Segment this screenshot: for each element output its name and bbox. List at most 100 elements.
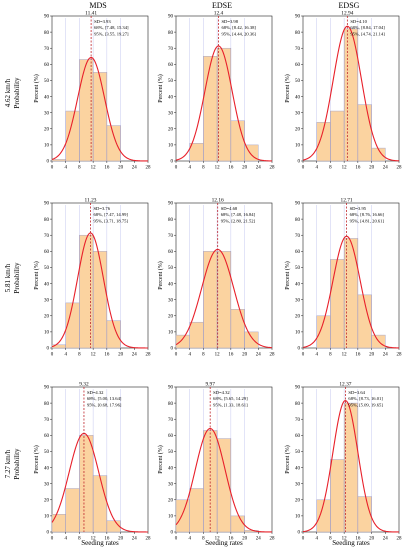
x-tick-label-7: 28 <box>146 353 152 358</box>
mean-label: 12.4 <box>214 11 224 17</box>
stat-text-0: SD=4.10 <box>350 19 367 24</box>
column-title-edsg: EDSG <box>339 1 360 10</box>
y-tick-label-6: 60 <box>168 250 174 255</box>
y-tick-label-3: 30 <box>295 482 301 487</box>
mean-label: 11.41 <box>85 11 97 17</box>
y-tick-label-6: 60 <box>168 63 174 68</box>
x-tick-label-1: 4 <box>188 166 191 171</box>
histogram-bar-3 <box>216 47 232 162</box>
y-tick-label-1: 10 <box>44 331 50 336</box>
x-tick-label-7: 28 <box>270 537 276 542</box>
row-title-5-81-prefix: Probability <box>13 262 21 294</box>
y-tick-label-5: 50 <box>44 79 50 84</box>
y-tick-label-8: 80 <box>168 31 174 36</box>
histogram-bar-1 <box>189 143 204 162</box>
histogram-bar-3 <box>343 238 359 349</box>
y-tick-label-1: 10 <box>44 144 50 149</box>
y-tick-label-2: 20 <box>168 127 174 132</box>
x-tick-label-1: 4 <box>64 166 67 171</box>
y-tick-label-4: 40 <box>44 95 50 100</box>
normal-fit-curve <box>302 25 400 162</box>
normal-fit-curve <box>51 232 148 349</box>
histogram-bar-2 <box>330 110 345 162</box>
x-tick-label-7: 28 <box>146 166 152 171</box>
histogram-bar-5 <box>244 331 259 349</box>
stat-text-2: 95%, [2.80, 21.52] <box>221 218 256 224</box>
y-tick-label-3: 30 <box>44 482 50 487</box>
y-tick-label-8: 80 <box>295 402 301 407</box>
y-tick-label-4: 40 <box>44 282 50 287</box>
histogram-bar-3 <box>92 475 108 533</box>
mean-label: 12.71 <box>341 198 353 204</box>
x-tick-label-5: 20 <box>118 353 124 358</box>
y-tick-label-5: 50 <box>168 450 174 455</box>
x-tick-label-4: 16 <box>228 166 234 171</box>
x-tick-label-2: 8 <box>78 353 81 358</box>
x-tick-label-6: 24 <box>132 353 138 358</box>
normal-fit-curve <box>175 248 273 349</box>
y-tick-label-7: 70 <box>295 47 301 52</box>
column-title-mds: MDS <box>89 1 106 10</box>
x-tick-label-1: 4 <box>315 537 318 542</box>
x-tick-label-7: 28 <box>397 353 403 358</box>
x-tick-label-7: 28 <box>146 537 152 542</box>
y-tick-label-1: 10 <box>295 144 301 149</box>
y-tick-label-8: 80 <box>44 218 50 223</box>
y-tick-label-8: 80 <box>44 31 50 36</box>
normal-fit-curve <box>51 56 149 162</box>
y-tick-label-9: 90 <box>168 15 174 20</box>
x-tick-label-0: 0 <box>175 537 178 542</box>
normal-fit-curve <box>51 432 148 533</box>
y-tick-label-0: 0 <box>171 160 174 165</box>
y-tick-label-3: 30 <box>44 298 50 303</box>
y-tick-label-7: 70 <box>168 47 174 52</box>
x-tick-label-7: 28 <box>397 166 403 171</box>
column-title-edse: EDSE <box>212 1 232 10</box>
stat-text-2: 95%, [5.09, 19.65] <box>348 402 383 408</box>
histogram-bar-4 <box>357 496 372 533</box>
stat-text-1: 68%, [7.48, 15.34] <box>94 25 129 31</box>
stat-text-2: 95%, [0.68, 17.96] <box>87 402 122 408</box>
y-tick-label-5: 50 <box>295 266 301 271</box>
histogram-bar-4 <box>230 309 245 349</box>
x-tick-label-3: 12 <box>91 166 97 171</box>
stat-text-1: 68%, [7.48, 16.84] <box>221 212 256 218</box>
y-tick-label-2: 20 <box>44 498 50 503</box>
y-tick-label-6: 60 <box>295 250 301 255</box>
x-tick-label-6: 24 <box>383 166 389 171</box>
y-tick-label-9: 90 <box>44 15 50 20</box>
stat-text-1: 68%, [5.65, 14.29] <box>213 396 248 402</box>
y-tick-label-5: 50 <box>295 450 301 455</box>
x-tick-label-4: 16 <box>355 166 361 171</box>
x-axis-label: Seeding rates <box>332 539 370 547</box>
histogram-bar-3 <box>92 251 108 349</box>
histogram-bar-4 <box>106 125 121 162</box>
stat-text-0: SD=3.76 <box>94 206 111 211</box>
y-axis-label: Percent (%) <box>33 261 40 290</box>
row-titles: 4.62 km/h Probability 5.81 km/h Probabil… <box>4 77 21 480</box>
stat-text-2: 95%, [4.81, 20.61] <box>350 218 385 224</box>
histogram-bar-1 <box>65 488 80 533</box>
histogram-bar-0 <box>51 514 66 533</box>
y-tick-label-3: 30 <box>295 111 301 116</box>
y-tick-label-4: 40 <box>168 466 174 471</box>
y-tick-label-2: 20 <box>168 498 174 503</box>
y-axis-label: Percent (%) <box>33 74 40 103</box>
x-tick-label-1: 4 <box>188 353 191 358</box>
y-tick-label-9: 90 <box>44 386 50 391</box>
y-tick-label-6: 60 <box>168 434 174 439</box>
histogram-bar-3 <box>92 72 108 162</box>
y-tick-label-5: 50 <box>168 79 174 84</box>
mean-label: 12.37 <box>339 382 351 388</box>
normal-fit-curve <box>302 235 400 349</box>
x-tick-label-5: 20 <box>369 166 375 171</box>
x-tick-label-4: 16 <box>355 353 361 358</box>
row-title-7-27-prefix: Probability <box>13 448 21 480</box>
y-tick-label-5: 50 <box>295 79 301 84</box>
